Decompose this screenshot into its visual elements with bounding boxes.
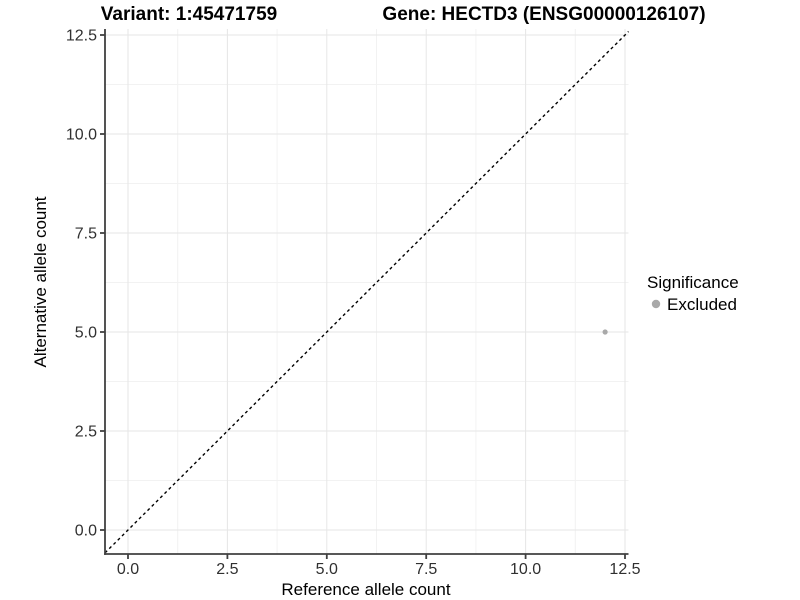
x-tick-labels: 0.0 2.5 5.0 7.5 10.0 12.5 bbox=[117, 561, 641, 578]
legend-key-dot bbox=[651, 299, 661, 309]
y-tick-label: 0.0 bbox=[75, 523, 97, 540]
x-tick-label: 10.0 bbox=[510, 561, 541, 578]
x-tick-label: 5.0 bbox=[316, 561, 338, 578]
y-axis-ticks bbox=[100, 34, 105, 531]
x-tick-label: 2.5 bbox=[216, 561, 238, 578]
x-tick-label: 12.5 bbox=[609, 561, 640, 578]
x-axis-ticks bbox=[127, 554, 626, 559]
y-tick-label: 10.0 bbox=[66, 127, 97, 144]
y-axis-title: Alternative allele count bbox=[31, 196, 50, 367]
y-tick-label: 2.5 bbox=[75, 424, 97, 441]
plot-title-variant: Variant: 1:45471759 bbox=[101, 4, 277, 25]
x-tick-label: 0.0 bbox=[117, 561, 139, 578]
data-points bbox=[602, 329, 608, 335]
x-tick-label: 7.5 bbox=[415, 561, 437, 578]
legend: Significance Excluded bbox=[647, 273, 739, 314]
gridlines-minor bbox=[105, 29, 629, 554]
legend-title: Significance bbox=[647, 273, 739, 292]
gridlines-major bbox=[105, 29, 629, 554]
y-tick-label: 7.5 bbox=[75, 226, 97, 243]
y-tick-label: 12.5 bbox=[66, 28, 97, 45]
data-point bbox=[602, 329, 608, 335]
legend-item-label: Excluded bbox=[667, 295, 737, 314]
y-tick-label: 5.0 bbox=[75, 325, 97, 342]
y-tick-labels: 0.0 2.5 5.0 7.5 10.0 12.5 bbox=[66, 28, 97, 540]
x-axis-title: Reference allele count bbox=[281, 580, 450, 599]
plot-title-gene: Gene: HECTD3 (ENSG00000126107) bbox=[382, 4, 705, 25]
